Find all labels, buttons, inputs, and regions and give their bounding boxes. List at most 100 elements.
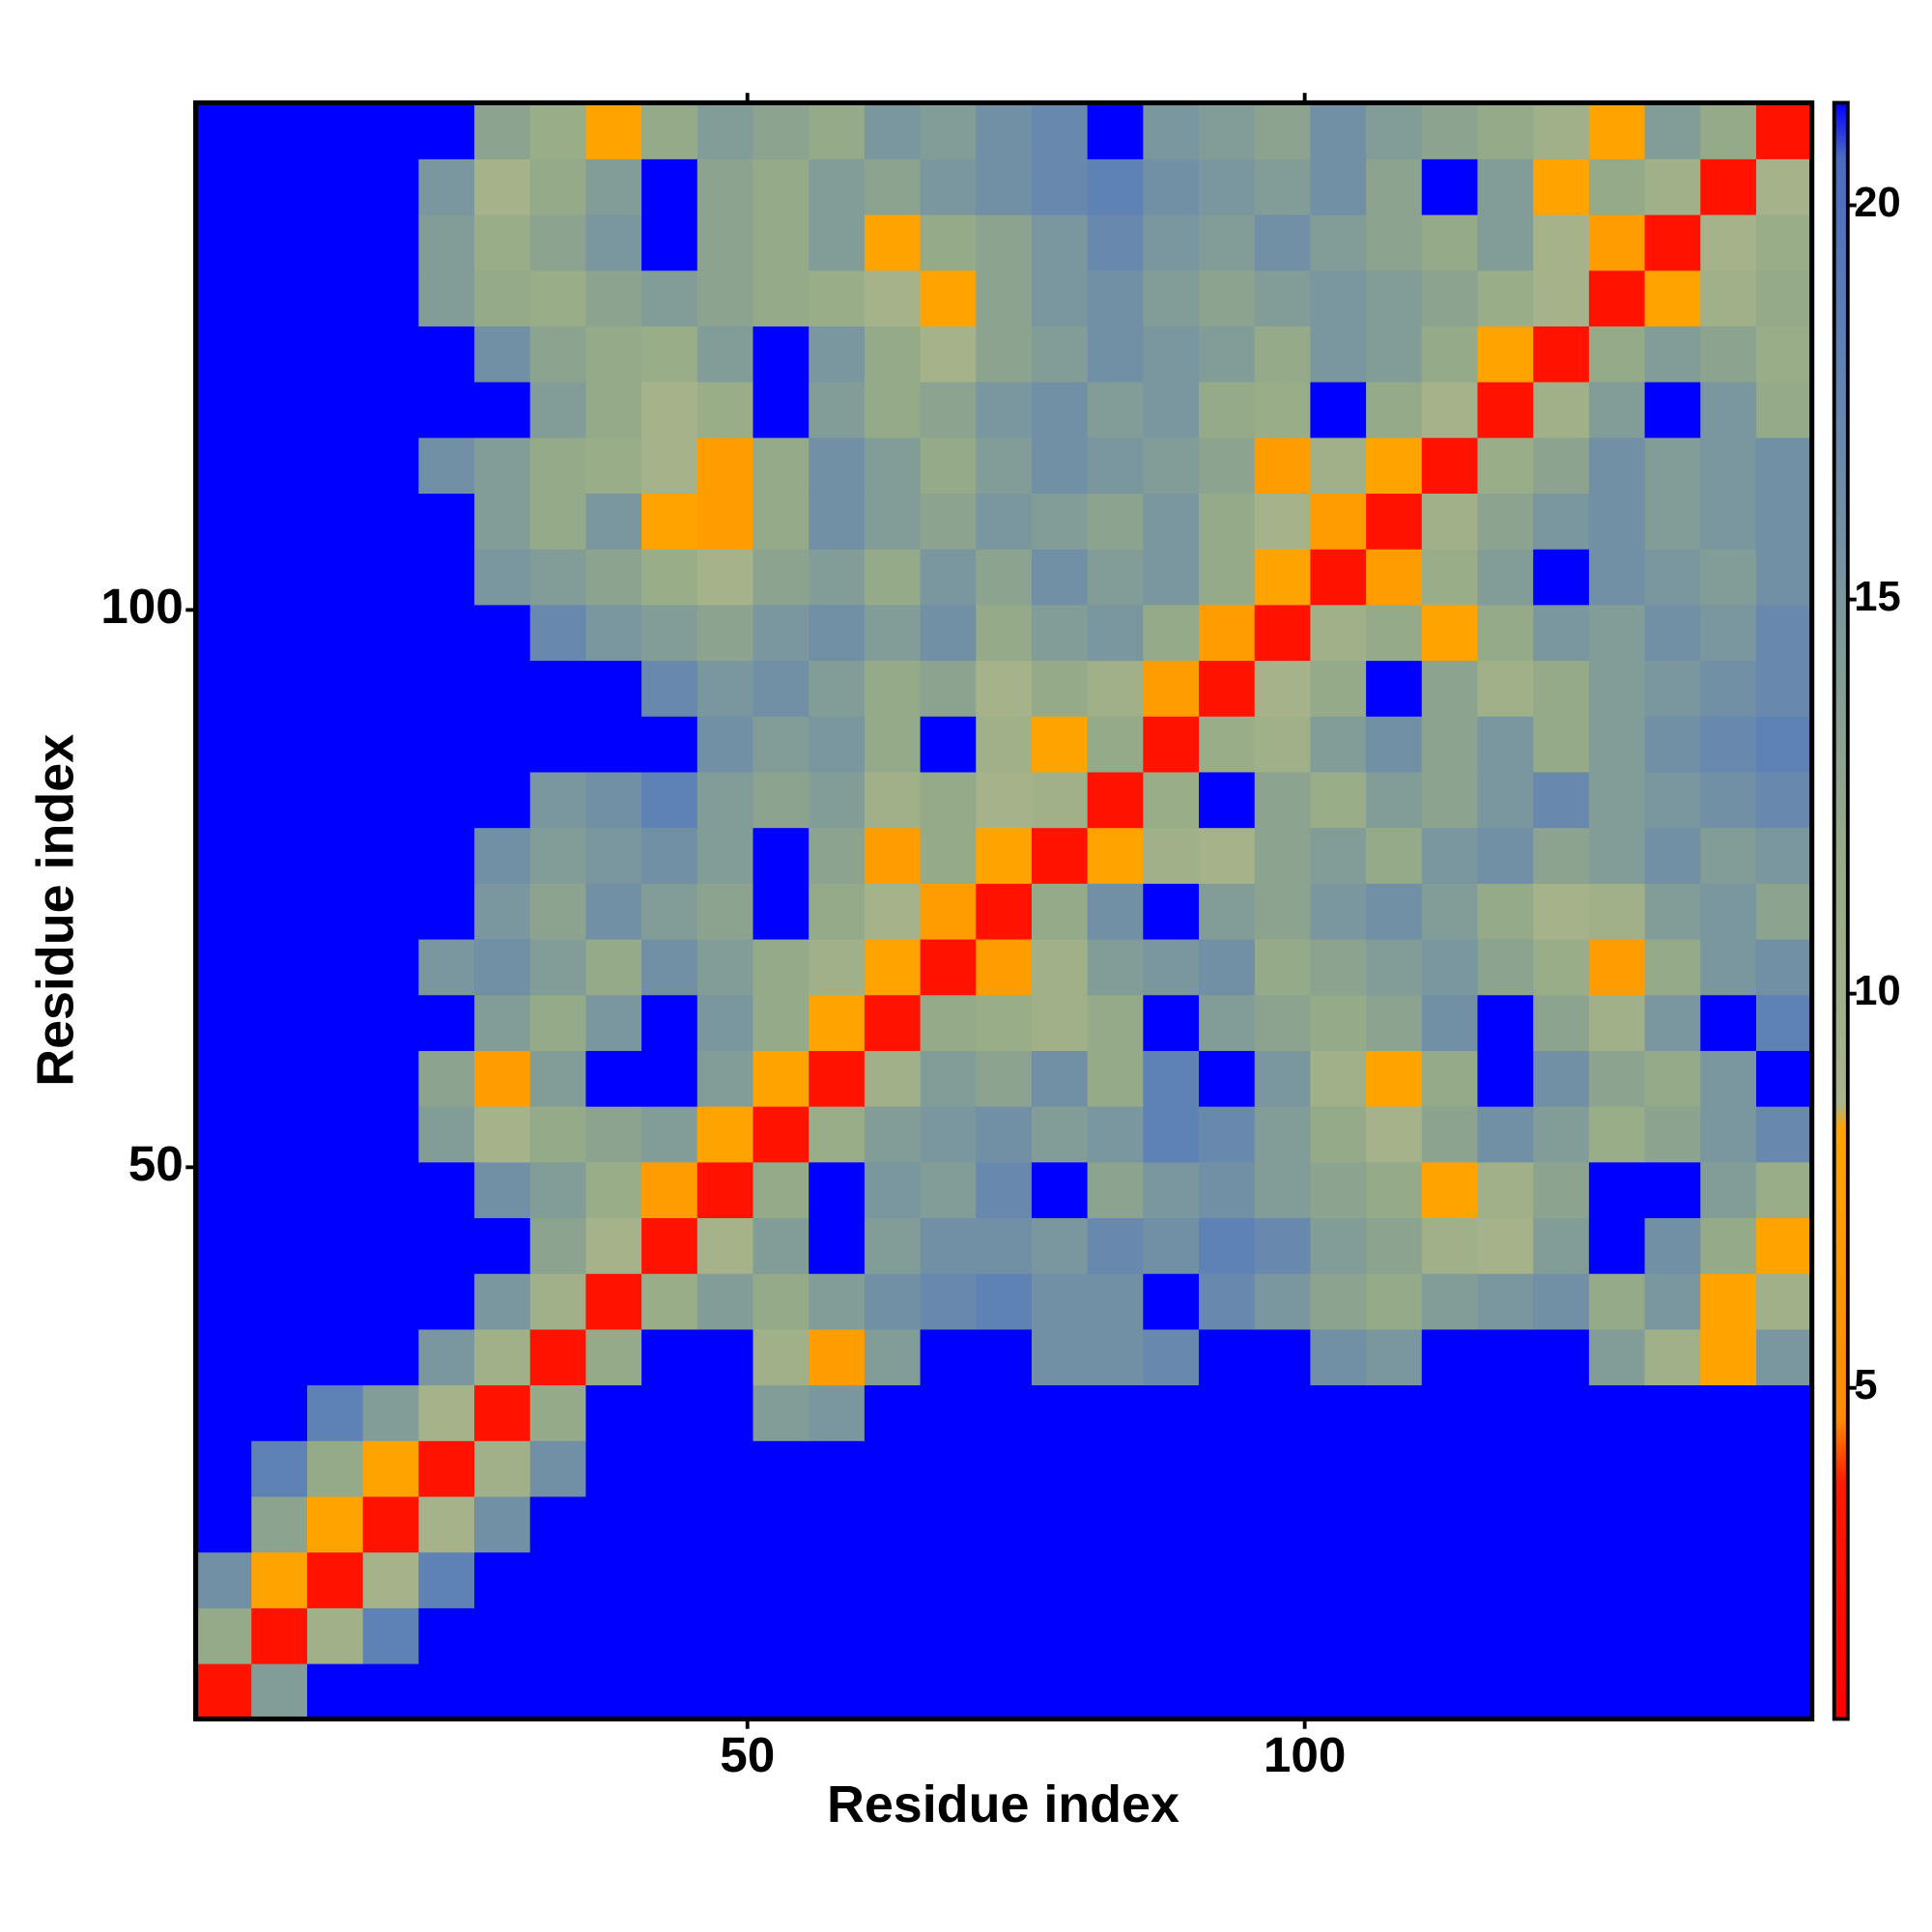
heatmap-cell (474, 270, 531, 327)
heatmap-cell (1700, 1607, 1757, 1664)
heatmap-cell (418, 1495, 475, 1553)
heatmap-cell (696, 771, 754, 829)
heatmap-cell (1143, 270, 1200, 327)
heatmap-cell (1087, 1105, 1145, 1163)
heatmap-cell (529, 213, 587, 271)
heatmap-cell (1700, 827, 1757, 884)
heatmap-cell (920, 213, 978, 271)
heatmap-cell (418, 1440, 475, 1497)
heatmap-cell (696, 660, 754, 717)
heatmap-cell (864, 548, 922, 606)
heatmap-cell (251, 716, 308, 773)
heatmap-cell (1644, 1495, 1702, 1553)
heatmap-cell (1031, 771, 1089, 829)
heatmap-cell (362, 1272, 420, 1330)
heatmap-cell (1254, 994, 1312, 1051)
heatmap-cell (1199, 1161, 1256, 1219)
heatmap-cell (1087, 604, 1145, 662)
heatmap-cell (1031, 270, 1089, 327)
heatmap-cell (753, 771, 810, 829)
heatmap-cell (1031, 102, 1089, 159)
heatmap-cell (1755, 1328, 1813, 1386)
heatmap-cell (1588, 827, 1646, 884)
heatmap-cell (529, 102, 587, 159)
heatmap-cell (1254, 493, 1312, 550)
heatmap-cell (474, 883, 531, 940)
heatmap-cell (251, 827, 308, 884)
heatmap-cell (976, 827, 1033, 884)
heatmap-cell (976, 604, 1033, 662)
heatmap-cell (864, 1105, 922, 1163)
heatmap-cell (1143, 1050, 1200, 1107)
heatmap-cell (529, 883, 587, 940)
heatmap-cell (1199, 1328, 1256, 1386)
heatmap-cell (306, 1662, 364, 1720)
heatmap-cell (418, 994, 475, 1051)
heatmap-cell (864, 1551, 922, 1608)
heatmap-cell (1199, 1105, 1256, 1163)
heatmap-cell (976, 1551, 1033, 1608)
heatmap-cell (1588, 994, 1646, 1051)
heatmap-cell (418, 938, 475, 996)
heatmap-cell (920, 1495, 978, 1553)
heatmap-cell (809, 938, 866, 996)
heatmap-cell (976, 994, 1033, 1051)
heatmap-cell (1366, 493, 1423, 550)
heatmap-cell (809, 660, 866, 717)
heatmap-cell (641, 1662, 698, 1720)
heatmap-cell (1310, 604, 1367, 662)
heatmap-cell (251, 1440, 308, 1497)
heatmap-cell (641, 548, 698, 606)
heatmap-cell (976, 213, 1033, 271)
heatmap-cell (753, 883, 810, 940)
heatmap-cell (1477, 1105, 1534, 1163)
heatmap-cell (1700, 1050, 1757, 1107)
heatmap-cell (1143, 548, 1200, 606)
heatmap-cell (1533, 771, 1590, 829)
heatmap-cell (1254, 270, 1312, 327)
heatmap-cell (753, 994, 810, 1051)
heatmap-cell (864, 994, 922, 1051)
heatmap-cell (585, 493, 642, 550)
heatmap-cell (306, 660, 364, 717)
heatmap-cell (1644, 102, 1702, 159)
heatmap-cell (195, 604, 253, 662)
heatmap-cell (1366, 437, 1423, 495)
heatmap-cell (362, 1551, 420, 1608)
heatmap-cell (362, 548, 420, 606)
heatmap-cell (418, 1050, 475, 1107)
heatmap-cell (1143, 1217, 1200, 1274)
heatmap-cell (641, 1328, 698, 1386)
heatmap-cell (641, 213, 698, 271)
heatmap-cell (1588, 1161, 1646, 1219)
heatmap-cell (251, 604, 308, 662)
heatmap-cell (418, 1217, 475, 1274)
heatmap-cell (976, 883, 1033, 940)
heatmap-cell (1700, 1217, 1757, 1274)
heatmap-cell (418, 1161, 475, 1219)
heatmap-cell (1254, 1272, 1312, 1330)
heatmap-cell (1477, 548, 1534, 606)
heatmap-cell (1366, 381, 1423, 439)
heatmap-cell (696, 1440, 754, 1497)
heatmap-cell (251, 1495, 308, 1553)
heatmap-cell (1700, 1105, 1757, 1163)
heatmap-cell (1087, 1662, 1145, 1720)
heatmap-cell (1031, 548, 1089, 606)
heatmap-cell (1477, 270, 1534, 327)
heatmap-cell (1254, 326, 1312, 383)
heatmap-cell (920, 660, 978, 717)
heatmap-cell (1644, 1050, 1702, 1107)
heatmap-cell (529, 1217, 587, 1274)
heatmap-cell (1700, 938, 1757, 996)
heatmap-cell (1199, 381, 1256, 439)
heatmap-cell (529, 1328, 587, 1386)
y-axis-title: Residue index (27, 734, 85, 1087)
heatmap-cell (753, 604, 810, 662)
heatmap-cell (251, 437, 308, 495)
heatmap-cell (529, 827, 587, 884)
heatmap-cell (1143, 381, 1200, 439)
heatmap-cell (1533, 604, 1590, 662)
heatmap-cell (529, 938, 587, 996)
heatmap-cell (1421, 102, 1479, 159)
